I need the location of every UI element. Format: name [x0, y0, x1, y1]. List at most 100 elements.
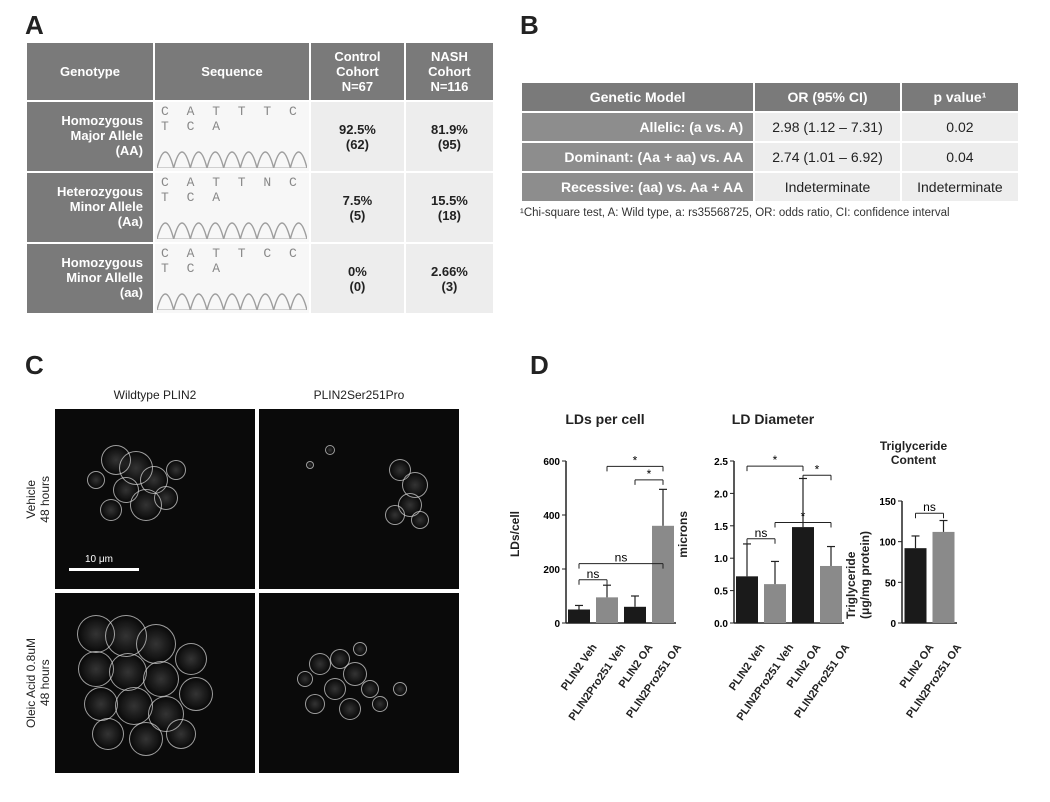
lipid-droplet — [154, 486, 178, 510]
bar — [568, 610, 590, 624]
tableB-h1: OR (95% CI) — [755, 83, 900, 111]
hdr-control: Control Cohort — [334, 49, 380, 79]
control-value: 0% (0) — [311, 244, 404, 313]
svg-text:2.0: 2.0 — [714, 489, 728, 500]
svg-text:ns: ns — [755, 526, 768, 540]
sequence-letters: C A T T T C T C A — [157, 104, 307, 134]
lipid-droplet — [306, 461, 314, 469]
svg-text:100: 100 — [879, 538, 896, 549]
lipid-droplet — [324, 678, 346, 700]
lipid-droplet — [166, 719, 196, 749]
sequence-cell: C A T T N C T C A — [155, 173, 309, 242]
svg-text:400: 400 — [543, 511, 560, 522]
tableA-h2: Control Cohort N=67 — [311, 43, 404, 100]
lipid-droplet — [339, 698, 361, 720]
bar-chart: LD Diameter microns 0.00.51.01.52.02.5ns… — [698, 411, 848, 726]
svg-text:ns: ns — [615, 551, 628, 565]
svg-text:0.5: 0.5 — [714, 587, 728, 598]
hdr-control-n: N=67 — [342, 79, 373, 94]
bar — [820, 566, 842, 623]
genotype-name: Heterozygous Minor Allele (Aa) — [27, 173, 153, 242]
odds-ratio: 2.98 (1.12 – 7.31) — [755, 113, 900, 141]
panel-A-label: A — [25, 10, 495, 41]
rowhdr-vehicle: Vehicle 48 hours — [24, 476, 52, 523]
tableA-h0: Genotype — [27, 43, 153, 100]
control-value: 92.5% (62) — [311, 102, 404, 171]
bar — [764, 584, 786, 623]
panel-C: C Wildtype PLIN2 PLIN2Ser251Pro Vehicle … — [25, 350, 495, 773]
p-value: 0.04 — [902, 143, 1018, 171]
lipid-droplet — [393, 682, 407, 696]
model-name: Allelic: (a vs. A) — [522, 113, 753, 141]
genetic-model-table: Genetic Model OR (95% CI) p value¹ Allel… — [520, 81, 1020, 203]
lipid-droplet — [297, 671, 313, 687]
lipid-droplet — [92, 718, 124, 750]
svg-text:*: * — [633, 453, 638, 467]
lipid-droplet — [353, 642, 367, 656]
y-axis-label: microns — [676, 511, 690, 558]
svg-text:0: 0 — [890, 619, 896, 630]
bar-chart-svg: 050100150ns — [866, 471, 961, 631]
micrograph-mut-oa — [259, 593, 459, 773]
bar — [596, 597, 618, 623]
bar — [933, 532, 955, 623]
panel-D: D LDs per cell LDs/cell 0200400600ns*ns*… — [530, 350, 1030, 726]
tableA-h1: Sequence — [155, 43, 309, 100]
bar-charts-row: LDs per cell LDs/cell 0200400600ns*ns* P… — [530, 411, 1030, 726]
svg-text:*: * — [815, 462, 820, 476]
genotype-name: Homozygous Minor Allelle (aa) — [27, 244, 153, 313]
chart-title: Triglyceride Content — [866, 439, 961, 467]
chart-title: LDs per cell — [530, 411, 680, 427]
odds-ratio: 2.74 (1.01 – 6.92) — [755, 143, 900, 171]
y-axis-label: LDs/cell — [508, 511, 522, 557]
svg-text:*: * — [647, 467, 652, 481]
lipid-droplet — [179, 677, 213, 711]
bar-chart: Triglyceride Content Triglyceride (μg/mg… — [866, 439, 961, 726]
chart-title: LD Diameter — [698, 411, 848, 427]
tableB-footnote: ¹Chi-square test, A: Wild type, a: rs355… — [520, 207, 1020, 219]
bar — [792, 527, 814, 623]
nash-value: 15.5% (18) — [406, 173, 493, 242]
panel-B-label: B — [520, 10, 1020, 41]
svg-text:2.5: 2.5 — [714, 457, 728, 468]
lipid-droplet — [309, 653, 331, 675]
scalebar-label: 10 μm — [85, 554, 113, 565]
colhdr-mut: PLIN2Ser251Pro — [314, 388, 405, 402]
bar — [652, 526, 674, 623]
hdr-nash-n: N=116 — [430, 79, 468, 94]
micrograph-wt-oa — [55, 593, 255, 773]
hdr-nash: NASH Cohort — [428, 49, 471, 79]
svg-text:1.5: 1.5 — [714, 522, 728, 533]
sequence-cell: C A T T C C T C A — [155, 244, 309, 313]
p-value: Indeterminate — [902, 173, 1018, 201]
bar — [905, 548, 927, 623]
lipid-droplet — [109, 653, 147, 691]
micrograph-wt-vehicle: 10 μm — [55, 409, 255, 589]
svg-text:1.0: 1.0 — [714, 554, 728, 565]
svg-text:0.0: 0.0 — [714, 619, 728, 630]
figure-page: A Genotype Sequence Control Cohort N=67 … — [0, 0, 1050, 802]
tableB-h0: Genetic Model — [522, 83, 753, 111]
lipid-droplet — [84, 687, 118, 721]
svg-text:ns: ns — [923, 500, 936, 514]
tableA-h3: NASH Cohort N=116 — [406, 43, 493, 100]
bar — [624, 607, 646, 623]
scalebar — [69, 568, 139, 571]
control-value: 7.5% (5) — [311, 173, 404, 242]
bar-chart-svg: 0.00.51.01.52.02.5ns*** — [698, 431, 848, 631]
panel-D-label: D — [530, 350, 1030, 381]
y-axis-label: Triglyceride (μg/mg protein) — [844, 531, 872, 619]
tableB-h2: p value¹ — [902, 83, 1018, 111]
lipid-droplet — [129, 722, 163, 756]
genotype-table: Genotype Sequence Control Cohort N=67 NA… — [25, 41, 495, 315]
micrograph-grid: Wildtype PLIN2 PLIN2Ser251Pro Vehicle 48… — [25, 385, 495, 773]
lipid-droplet — [136, 624, 176, 664]
lipid-droplet — [166, 460, 186, 480]
model-name: Dominant: (Aa + aa) vs. AA — [522, 143, 753, 171]
model-name: Recessive: (aa) vs. Aa + AA — [522, 173, 753, 201]
bar — [736, 576, 758, 623]
sequence-letters: C A T T N C T C A — [157, 175, 307, 205]
sequence-letters: C A T T C C T C A — [157, 246, 307, 276]
panel-B: B Genetic Model OR (95% CI) p value¹ All… — [520, 10, 1020, 219]
lipid-droplet — [372, 696, 388, 712]
